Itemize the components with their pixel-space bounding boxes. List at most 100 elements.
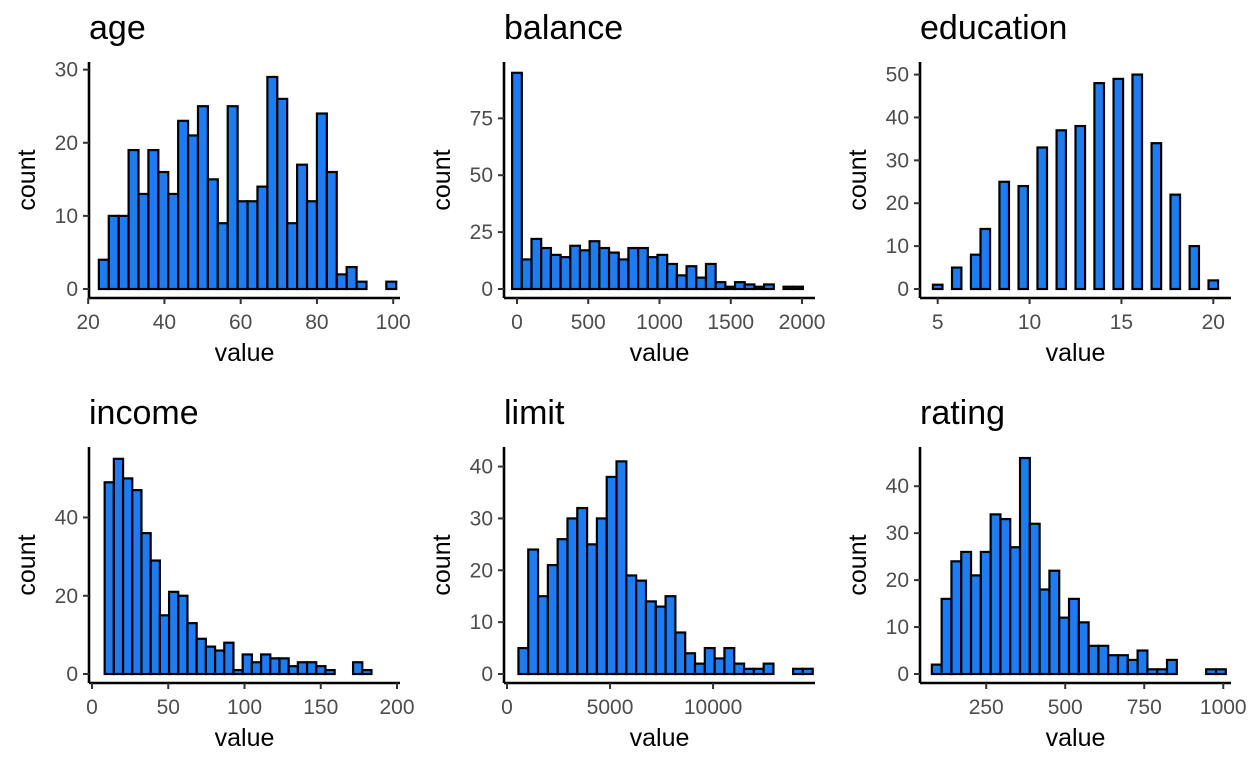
x-tick-label: 2000 [779,311,826,334]
histogram-bar [511,71,523,291]
y-tick-label: 10 [470,611,493,634]
x-tick-label: 200 [379,696,414,719]
y-tick-label: 20 [886,192,909,215]
histogram-bar [979,550,992,676]
histogram-bar [1136,649,1149,676]
y-tick-label: 10 [886,616,909,639]
histogram-bar [675,274,688,291]
histogram-bar [1038,588,1051,676]
y-tick-label: 0 [481,663,493,686]
x-tick-label: 5 [932,311,944,334]
x-tick-label: 50 [157,696,180,719]
histogram-bar [177,594,189,676]
histogram-bar [1017,184,1030,291]
histogram-bar [246,200,259,291]
histogram-bar [186,622,198,676]
x-tick-label: 1000 [1200,696,1247,719]
y-tick-label: 20 [886,569,909,592]
y-tick-label: 0 [897,663,909,686]
histogram-bar [186,134,200,291]
histogram-bar [960,550,973,676]
x-tick-label: 500 [571,311,606,334]
histogram-bar [287,665,299,676]
histogram-bar [979,227,992,291]
histogram-bar [355,280,368,291]
histogram-bar [753,285,766,291]
histogram-bar [792,285,804,291]
histogram-bar [345,265,358,291]
histogram-bar [137,192,150,291]
histogram-bar [1009,546,1022,676]
histogram-bar [107,214,120,291]
histogram-bar [540,246,553,291]
x-tick-label: 1000 [636,311,683,334]
histogram-bar [1169,193,1182,291]
histogram-bar [931,283,944,291]
histogram-bar [315,112,328,291]
histogram-bar [177,119,190,291]
histogram-bar [213,649,226,676]
histogram-bar [742,667,755,676]
y-tick-label: 30 [55,59,78,82]
histogram-bar [103,481,115,676]
histogram-bar [549,253,562,291]
histogram-bar [157,170,170,291]
histogram-bar [646,256,659,291]
y-axis-title: count [13,534,41,595]
histogram-bar [664,595,677,676]
histogram-bar [361,668,373,676]
x-tick-label: 80 [305,311,328,334]
histogram-bar [998,180,1011,291]
histogram-bar [585,543,599,676]
x-tick-label: 10 [1018,311,1041,334]
histogram-bar [1077,621,1090,676]
histogram-bar [1055,129,1068,291]
histogram-bar [324,668,336,676]
y-tick-label: 0 [481,278,493,301]
y-axis-title: count [844,534,872,595]
histogram-bar [296,163,309,291]
y-tick-label: 0 [897,278,909,301]
histogram-bar [259,653,272,676]
histogram-bar [615,460,628,676]
histogram-bar [1131,73,1144,291]
x-axis-title: value [215,339,275,367]
y-axis-title: count [428,149,456,210]
x-tick-label: 10000 [684,696,742,719]
histogram-bar [969,574,982,676]
histogram-bar [607,251,620,291]
histogram-bar [1188,245,1201,291]
histogram-bar [266,75,279,291]
x-tick-label: 250 [969,696,1004,719]
histogram-bar [296,661,309,676]
histogram-bar [969,253,982,291]
histogram-bar [1048,569,1061,676]
histogram-bar [674,631,687,676]
x-tick-label: 60 [229,311,252,334]
histogram-bar [1028,522,1041,676]
x-axis-title: value [1046,339,1106,367]
panel-balance: balance 0 25 50 75 0 500 1000 1500 2000 value count [428,9,825,367]
histogram-bar [1126,658,1139,676]
histogram-bar [520,258,533,291]
histogram-bar [351,661,364,676]
histogram-bar [517,646,530,676]
histogram-bar [226,105,239,291]
x-tick-label: 15 [1110,311,1133,334]
histogram-bar [256,185,269,291]
histogram-bar [930,663,943,676]
histogram-bar [158,614,171,676]
histogram-bar [1116,654,1129,676]
panel-education: education 0 10 20 30 40 50 5 10 15 20 value count [844,9,1231,367]
x-axis-title: value [630,724,690,752]
histogram-bar [1146,668,1159,676]
x-tick-label: 20 [1202,311,1225,334]
histogram-bar [112,457,125,676]
histogram-bar [556,538,569,676]
histogram-bar [1093,82,1106,291]
histogram-bar [704,262,717,291]
histogram-bar [167,590,180,676]
histogram-bar [950,266,963,291]
histogram-bar [305,200,319,291]
